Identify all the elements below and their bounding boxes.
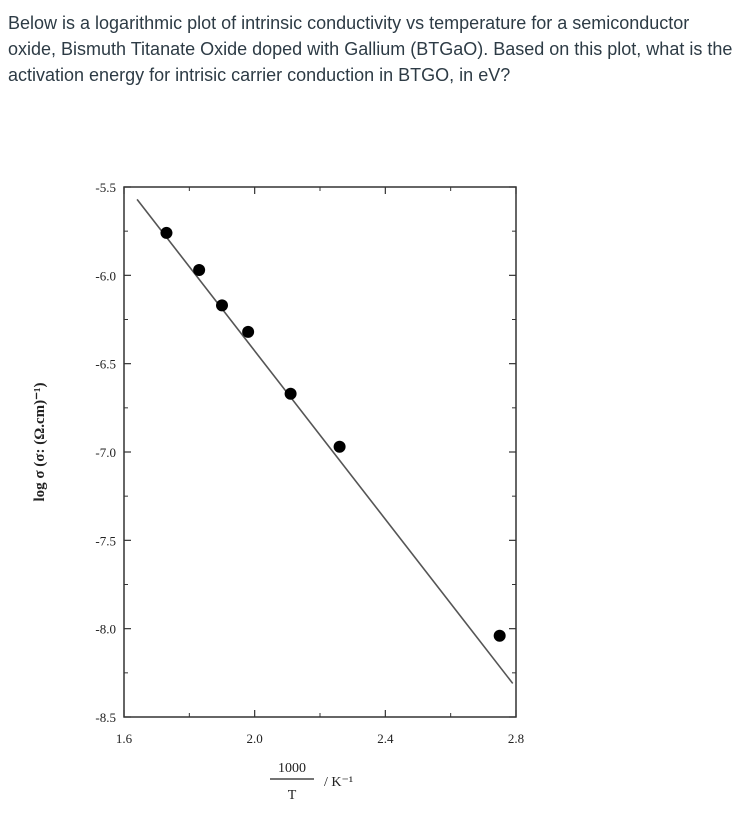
fit-line: [136, 198, 514, 684]
y-tick-label: -6.0: [95, 268, 116, 283]
plot-frame: [123, 186, 517, 718]
data-point: [493, 629, 506, 642]
x-axis-label-denominator: T: [288, 788, 297, 803]
data-point: [284, 387, 297, 400]
x-tick-label: 2.0: [247, 731, 263, 746]
data-point: [216, 299, 228, 312]
y-tick-label: -7.5: [95, 533, 116, 548]
y-tick-label: -8.5: [95, 710, 116, 725]
x-tick-label: 2.8: [508, 731, 524, 746]
x-axis-label-unit: / K⁻¹: [324, 775, 353, 790]
x-tick-label: 1.6: [116, 731, 133, 746]
y-tick-label: -7.0: [95, 445, 116, 460]
data-point: [242, 325, 255, 338]
y-tick-label: -5.5: [95, 180, 116, 195]
x-tick-label: 2.4: [377, 731, 394, 746]
y-tick-label: -6.5: [95, 357, 116, 372]
data-point: [160, 226, 173, 239]
data-point: [193, 264, 206, 277]
question-paragraph: Below is a logarithmic plot of intrinsic…: [8, 13, 733, 85]
data-point: [333, 440, 346, 453]
question-text: Below is a logarithmic plot of intrinsic…: [8, 10, 734, 88]
y-tick-label: -8.0: [95, 622, 116, 637]
x-axis-label-numerator: 1000: [278, 761, 306, 776]
y-axis-label: log σ (σ: (Ω.cm)⁻¹): [32, 382, 48, 501]
